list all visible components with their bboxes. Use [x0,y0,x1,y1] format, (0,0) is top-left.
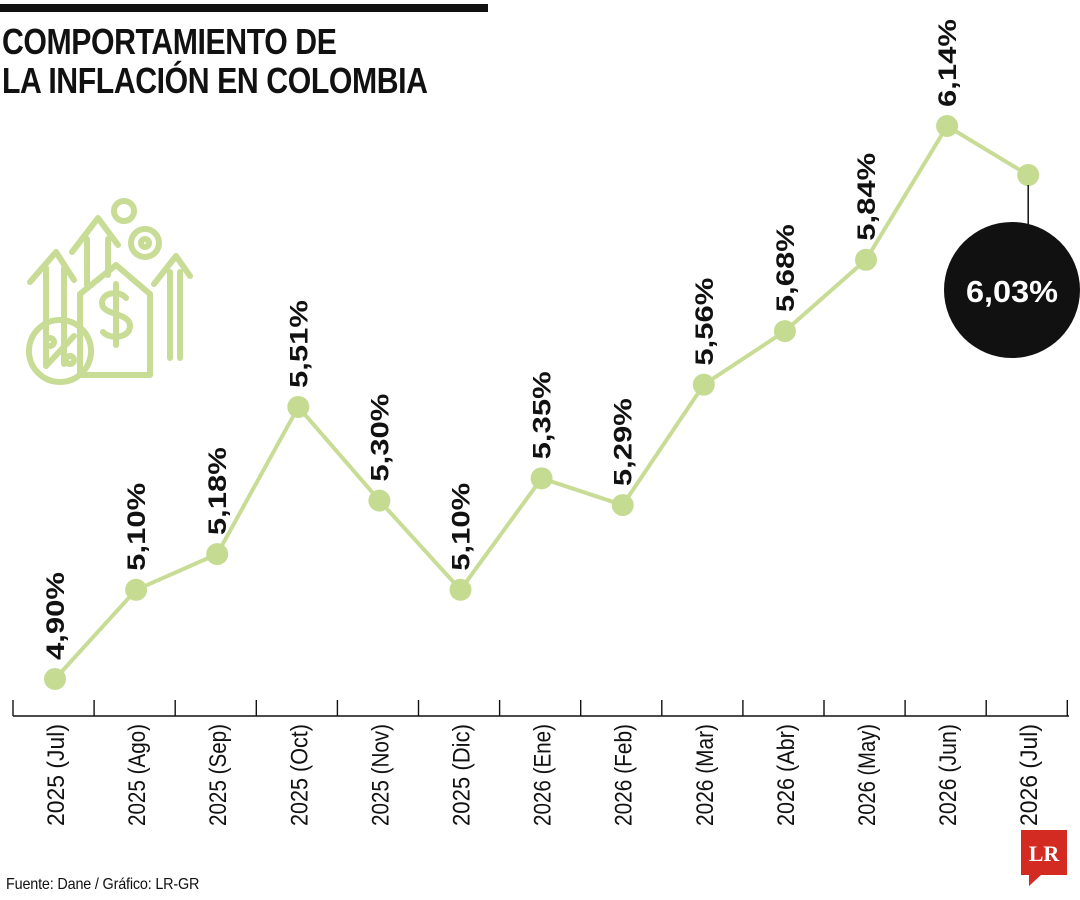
coin-icon [111,198,137,224]
data-point-6 [449,578,472,601]
right-arrow-icon [151,253,193,361]
source-note: Fuente: Dane / Gráfico: LR-GR [6,876,200,893]
x-tick-label-4: 2025 (Oct) [286,724,313,826]
dollar-sign-icon [99,281,133,348]
x-tick-label-8: 2026 (Feb) [611,724,638,826]
percent-badge-icon [26,317,94,385]
data-label-11: 5,84% [853,153,881,241]
data-point-7 [530,467,553,490]
data-point-11 [855,248,877,271]
target-center-icon [138,236,152,250]
data-label-7: 5,35% [529,371,557,459]
data-label-9: 5,56% [691,278,719,366]
data-point-1 [44,668,66,690]
x-axis [12,700,1069,717]
data-label-2: 5,10% [123,483,151,571]
data-point-5 [368,489,391,512]
data-point-12 [936,115,959,137]
data-label-10: 5,68% [772,224,800,312]
data-labels: 4,90% 5,10% 5,18% 5,51% 5,30% 5,10% 5,35% 5,29%… [42,19,962,660]
inflation-growth-icon [26,198,193,385]
x-tick-label-3: 2025 (Sep) [205,724,232,826]
data-label-3: 5,18% [204,447,232,535]
x-tick-label-9: 2026 (Mar) [692,724,719,826]
data-label-12: 6,14% [934,19,962,107]
x-tick-label-11: 2026 (May) [854,724,881,826]
x-tick-label-5: 2025 (Nov) [367,724,394,826]
x-tick-label-1: 2025 (Jul) [43,724,70,826]
highlight-label: 6,03% [966,274,1058,309]
data-point-4 [287,395,310,418]
data-point-3 [206,543,229,566]
x-tick-label-13: 2026 (Jul) [1016,724,1043,826]
svg-text:LR: LR [1029,841,1061,866]
data-point-2 [125,578,148,601]
data-label-5: 5,30% [366,394,394,482]
middle-arrow-icon [69,215,121,288]
x-tick-label-6: 2025 (Dic) [449,724,476,826]
data-label-4: 5,51% [285,300,313,388]
data-points [44,115,1040,690]
data-point-13 [1017,164,1040,187]
data-label-1: 4,90% [42,572,70,660]
target-icon [128,226,162,260]
data-label-8: 5,29% [610,398,638,486]
title-rule [0,4,488,12]
highlight-bubble [944,222,1080,358]
data-point-9 [692,373,715,396]
x-tick-label-2: 2025 (Ago) [124,724,151,826]
price-tag-icon [77,262,153,378]
data-point-8 [611,494,634,517]
lr-logo: LR [1021,830,1067,886]
highlight-bubble-group: 6,03% [944,185,1080,358]
x-tick-labels: 2025 (Jul) 2025 (Ago) 2025 (Sep) 2025 (Oct)… [43,724,1043,826]
chart-title: COMPORTAMIENTO DE LA INFLACIÓN EN COLOMB… [2,22,428,100]
percent-symbol-icon [43,333,77,369]
percent-dot-top-icon [43,335,57,349]
data-label-6: 5,10% [448,483,476,571]
chart-title-line-2: LA INFLACIÓN EN COLOMBIA [2,60,428,101]
chart-title-line-1: COMPORTAMIENTO DE [2,21,337,62]
data-point-10 [773,320,796,343]
x-tick-label-7: 2026 (Ene) [530,724,557,826]
x-tick-label-12: 2026 (Jun) [935,724,962,826]
percent-dot-bottom-icon [63,353,77,367]
x-tick-label-10: 2026 (Abr) [773,724,800,826]
